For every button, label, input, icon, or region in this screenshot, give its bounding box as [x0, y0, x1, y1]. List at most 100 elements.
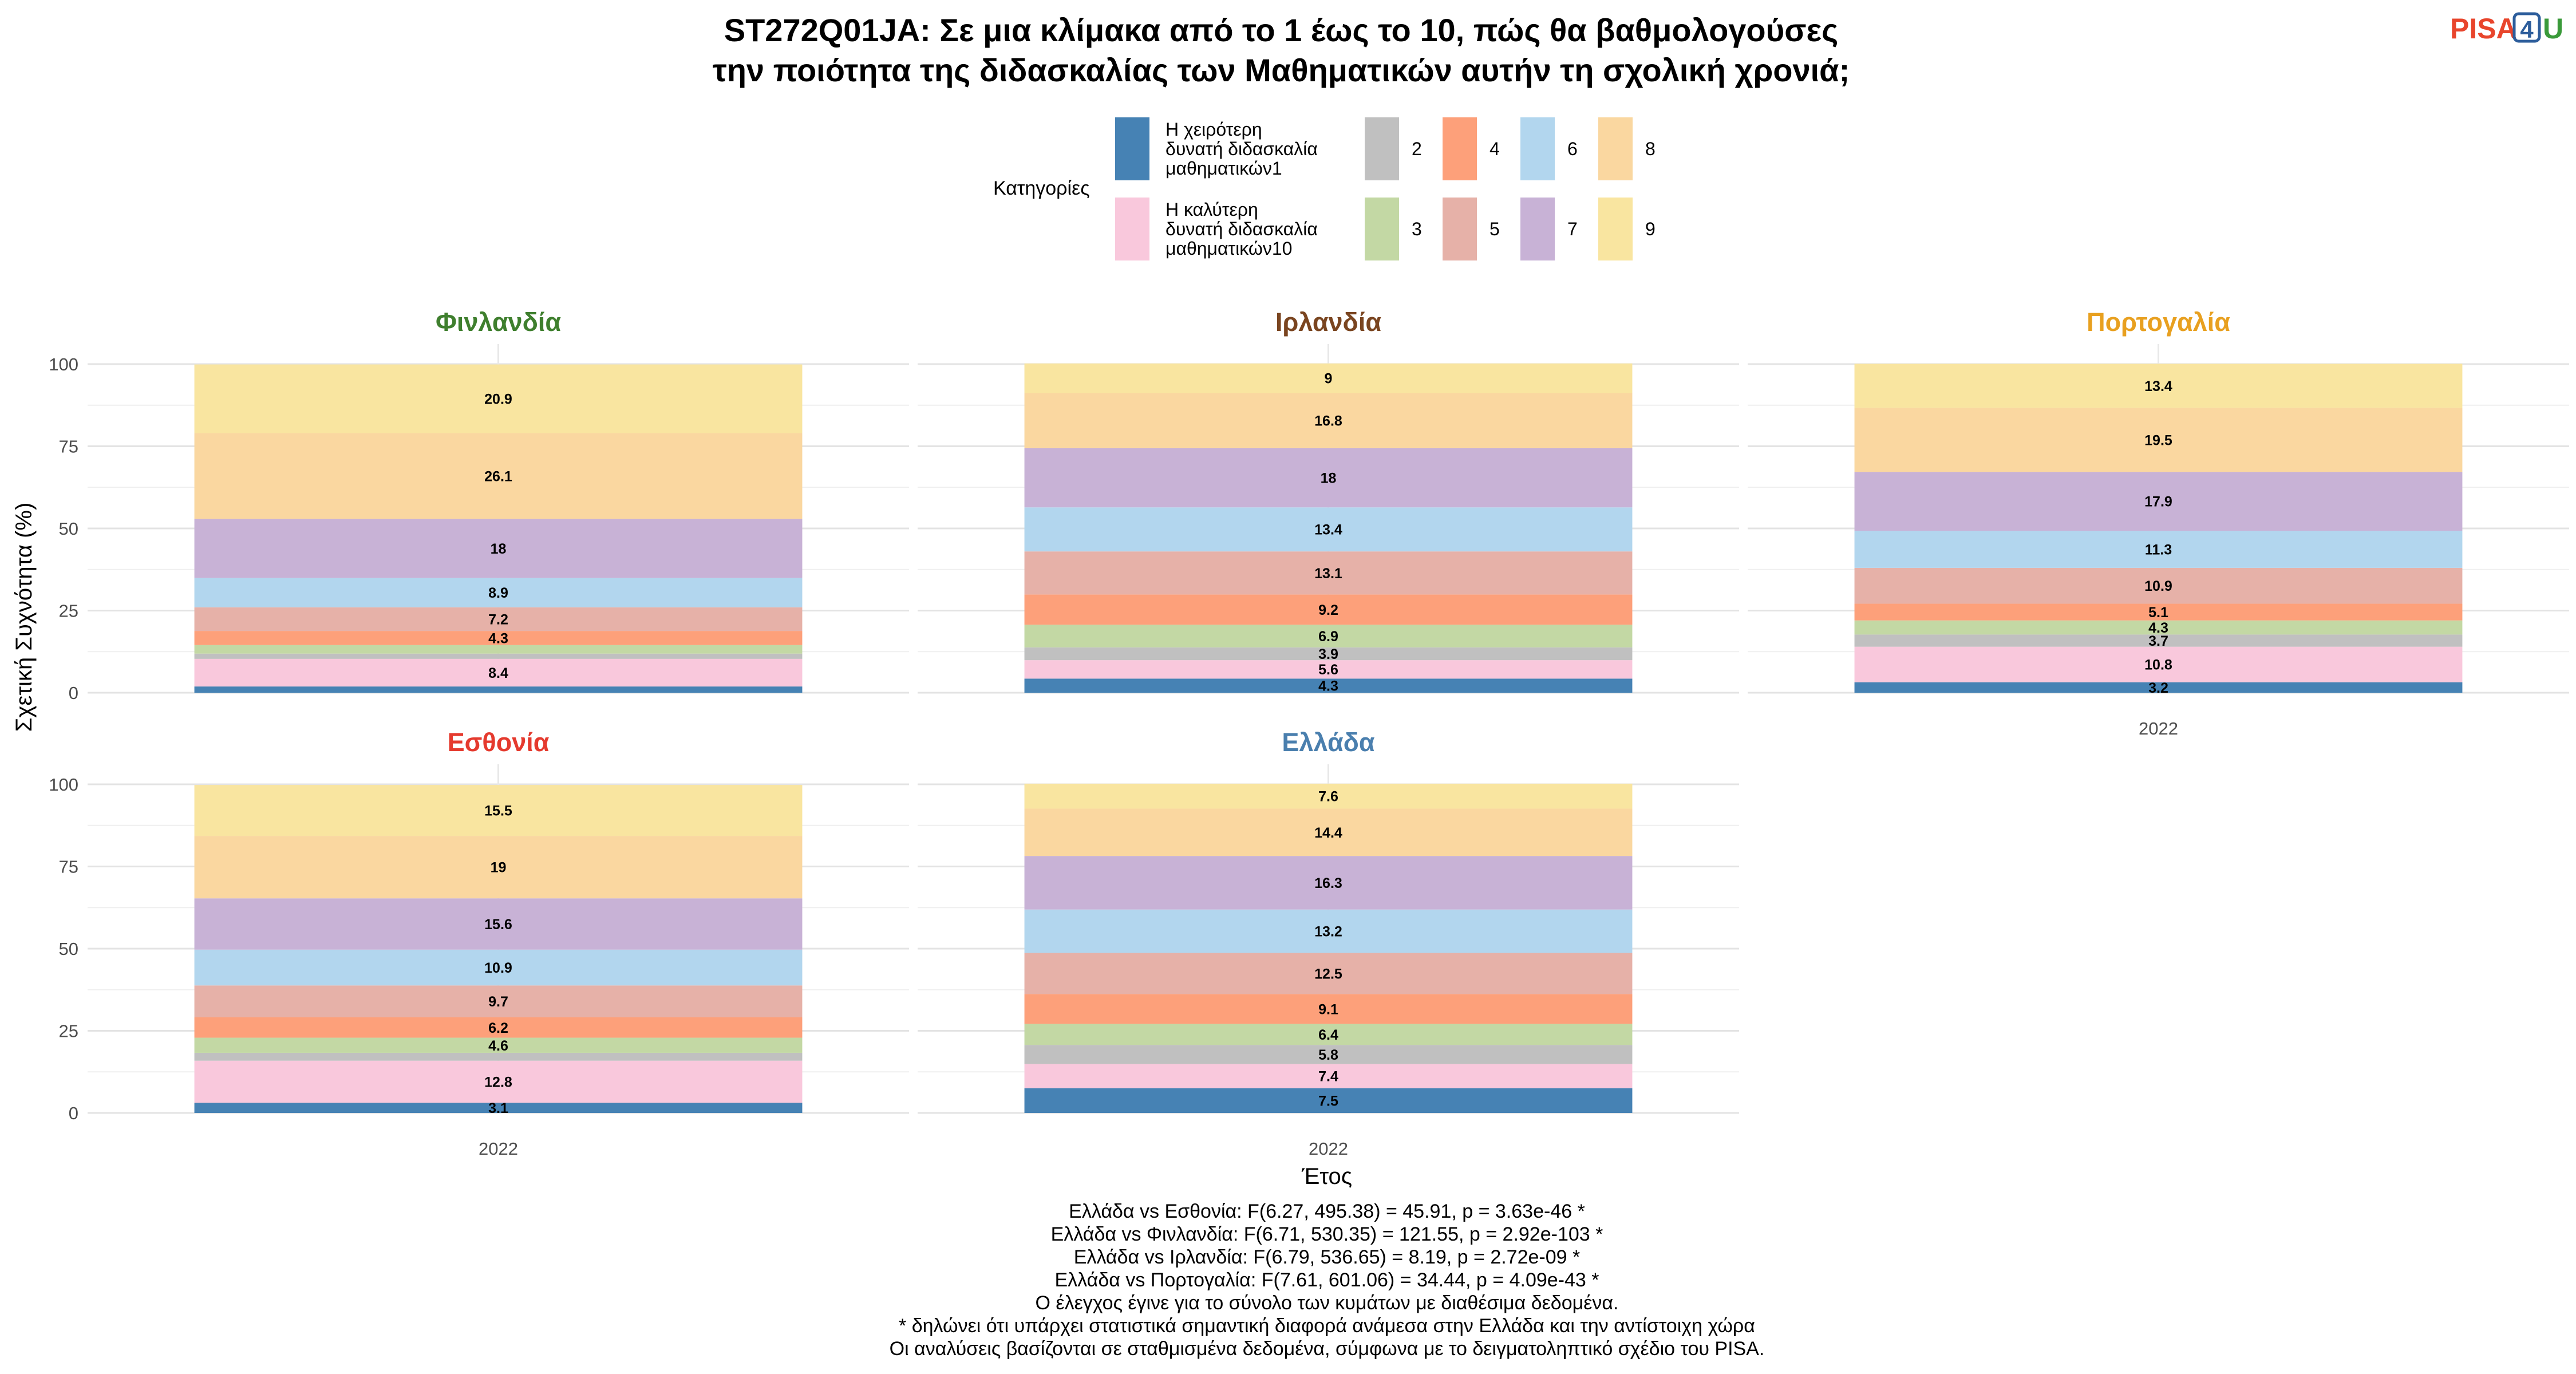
- bar-data-label: 18: [1321, 471, 1337, 487]
- facet-title: Φινλανδία: [436, 307, 561, 337]
- footnote-line: Ελλάδα vs Εσθονία: F(6.27, 495.38) = 45.…: [1069, 1201, 1585, 1222]
- legend-swatch: [1115, 198, 1149, 260]
- footnote-line: Ελλάδα vs Φινλανδία: F(6.71, 530.35) = 1…: [1051, 1223, 1603, 1245]
- bar-data-label: 16.3: [1314, 875, 1342, 891]
- footnote-line: * δηλώνει ότι υπάρχει στατιστικά σημαντι…: [899, 1315, 1755, 1337]
- chart-title: ST272Q01JA: Σε μια κλίμακα από το 1 έως …: [713, 12, 1850, 88]
- legend-swatch: [1520, 117, 1555, 180]
- facet-panel: Ελλάδα 2022 7.5 7.4 5.8 6.4 9.1 12.5 13.2 16.3 14.…: [918, 728, 1739, 1159]
- bar-segment: [1024, 1045, 1633, 1064]
- bar-data-label: 6.2: [488, 1020, 508, 1036]
- bar-segment: [1854, 634, 2463, 647]
- facet-panel: Πορτογαλία 2022 3.2 10.8 3.74.35.1 10.9 11.3 17…: [1748, 307, 2569, 739]
- bar-data-label: 8.9: [488, 585, 508, 601]
- bar-data-label: 7.4: [1318, 1069, 1338, 1085]
- bar-data-label: 10.9: [484, 960, 512, 976]
- legend-label: 8: [1645, 139, 1656, 159]
- bar-segment: [1854, 472, 2463, 531]
- bar-segment: [194, 1052, 803, 1061]
- bar-segment: [1024, 909, 1633, 953]
- bar-segment: [1854, 531, 2463, 568]
- bar-data-label: 3.9: [1318, 646, 1338, 662]
- bar-segment: [1024, 594, 1633, 625]
- footnotes: Ελλάδα vs Εσθονία: F(6.27, 495.38) = 45.…: [890, 1201, 1765, 1360]
- legend-swatch: [1598, 117, 1633, 180]
- bar-data-label: 3.2: [2148, 680, 2168, 696]
- bar-data-label: 3.1: [488, 1100, 508, 1116]
- pisa4u-logo: PISA 4 U: [2450, 12, 2563, 45]
- bar-data-label: 8.4: [488, 665, 508, 681]
- facet-panel: Εσθονία 0 25 50 75 100 2022 3.1 12.8 4.6 6.2 9.7 10.…: [49, 728, 909, 1159]
- legend-label: 3: [1412, 219, 1422, 239]
- bar-segment: [1854, 567, 2463, 604]
- bar-data-label: 13.1: [1314, 566, 1342, 582]
- bar-data-label: 10.8: [2144, 657, 2172, 673]
- bar-segment: [1024, 783, 1633, 809]
- bar-segment: [1854, 603, 2463, 621]
- legend-swatch: [1520, 198, 1555, 260]
- y-tick-label: 75: [59, 857, 78, 877]
- bar-segment: [194, 519, 803, 578]
- bar-segment: [194, 949, 803, 986]
- facet-panel: Ιρλανδία 4.35.63.96.9 9.2 13.1 13.4 18 16.8 9: [918, 307, 1739, 694]
- facet-panels: Φινλανδία 0 25 50 75 100 8.4 4.3 7.2 8.9 18 26.1 20.…: [49, 307, 2569, 1159]
- bar-segment: [194, 364, 803, 433]
- legend-title: Κατηγορίες: [993, 177, 1090, 199]
- y-tick-label: 100: [49, 354, 78, 374]
- footnote-line: Οι αναλύσεις βασίζονται σε σταθμισμένα δ…: [890, 1338, 1765, 1360]
- bar-segment: [1024, 1024, 1633, 1045]
- bar-data-label: 15.5: [484, 803, 512, 819]
- bar-segment: [194, 645, 803, 654]
- y-tick-label: 75: [59, 437, 78, 457]
- bar-segment: [1024, 1088, 1633, 1113]
- y-tick-label: 0: [69, 683, 78, 703]
- x-tick-label: 2022: [479, 1139, 518, 1159]
- legend-label: 9: [1645, 219, 1656, 239]
- bar-segment: [1854, 408, 2463, 472]
- facet-title: Ιρλανδία: [1275, 307, 1381, 337]
- bar-data-label: 26.1: [484, 468, 512, 484]
- legend-item: 2: [1365, 117, 1422, 180]
- bar-data-label: 11.3: [2145, 542, 2172, 558]
- bar-data-label: 5.1: [2148, 605, 2168, 621]
- footnote-line: Ελλάδα vs Ιρλανδία: F(6.79, 536.65) = 8.…: [1074, 1246, 1580, 1268]
- bar-data-label: 12.8: [484, 1074, 512, 1090]
- legend-swatch: [1365, 198, 1399, 260]
- legend-label: μαθηματικών1: [1165, 158, 1282, 179]
- bar-data-label: 9: [1325, 371, 1333, 387]
- facet-panel: Φινλανδία 0 25 50 75 100 8.4 4.3 7.2 8.9 18 26.1 20.…: [49, 307, 909, 703]
- bar-segment: [194, 631, 803, 645]
- bar-segment: [1024, 448, 1633, 508]
- facet-title: Εσθονία: [448, 728, 550, 757]
- bar-data-label: 4.6: [488, 1038, 508, 1054]
- bar-data-label: 9.2: [1318, 602, 1338, 618]
- bar-segment: [194, 1037, 803, 1053]
- bar-data-label: 4.3: [488, 630, 508, 646]
- legend-swatch: [1443, 198, 1477, 260]
- bar-data-label: 4.3: [2148, 620, 2168, 636]
- bar-segment: [194, 653, 803, 659]
- bar-segment: [1854, 620, 2463, 635]
- bar-segment: [1024, 856, 1633, 910]
- bar-segment: [1024, 994, 1633, 1024]
- legend-item: 3: [1365, 198, 1422, 260]
- bar-segment: [194, 607, 803, 631]
- legend-label: Η καλύτερη: [1165, 199, 1258, 220]
- bar-data-label: 7.6: [1318, 789, 1338, 805]
- bar-data-label: 19.5: [2144, 432, 2172, 448]
- bar-data-label: 14.4: [1314, 825, 1342, 841]
- legend-label: 7: [1567, 219, 1578, 239]
- bar-data-label: 7.2: [488, 611, 508, 627]
- bar-segment: [1854, 364, 2463, 408]
- legend-item: 7: [1520, 198, 1578, 260]
- legend-label: 2: [1412, 139, 1422, 159]
- y-tick-label: 25: [59, 601, 78, 621]
- bar-data-label: 19: [491, 860, 507, 876]
- legend-item: 9: [1598, 198, 1656, 260]
- legend-label: δυνατή διδασκαλία: [1165, 219, 1318, 239]
- bar-data-label: 7.5: [1318, 1093, 1338, 1109]
- bar-data-label: 20.9: [484, 392, 512, 408]
- y-tick-label: 50: [59, 939, 78, 959]
